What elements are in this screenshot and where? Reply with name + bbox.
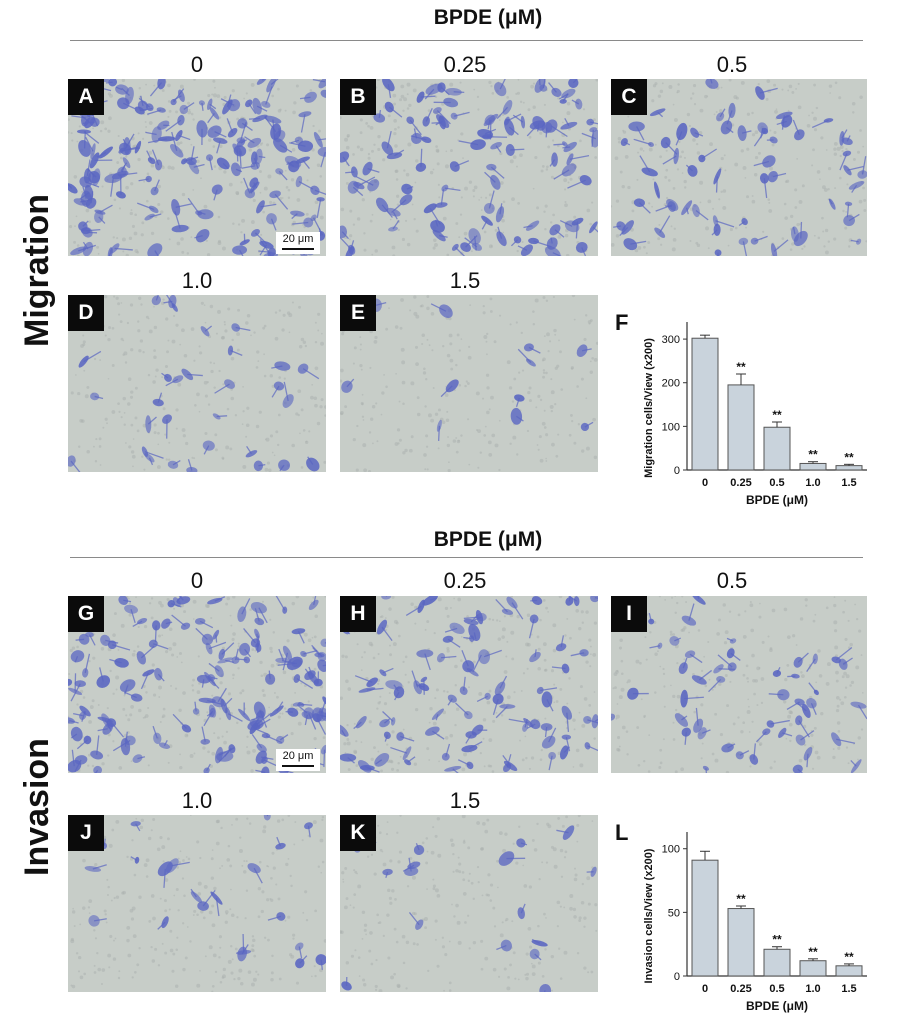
panel-letter-h: H bbox=[340, 596, 376, 632]
significance-label: ** bbox=[736, 892, 746, 906]
x-tick-label: 0 bbox=[702, 477, 708, 489]
bar bbox=[727, 908, 755, 977]
bar bbox=[727, 384, 755, 471]
conc-label-g: 0 bbox=[190, 568, 204, 593]
x-tick-label: 1.5 bbox=[841, 477, 856, 489]
panel-letter-g: G bbox=[68, 596, 104, 632]
micrograph-panel-e: E bbox=[340, 295, 598, 472]
x-tick-label: 1.0 bbox=[805, 983, 820, 995]
migration-bar-chart: 0 100 200 300 0 ** 0.25 ** 0.5 ** 1.0 ** 1.5 BPDE (μM… bbox=[643, 322, 867, 507]
chart-letter-f: F bbox=[615, 310, 629, 335]
micrograph-panel-d: D bbox=[68, 295, 326, 472]
panel-letter-c: C bbox=[611, 79, 647, 115]
conc-label-a: 0 bbox=[190, 52, 204, 77]
significance-label: ** bbox=[844, 950, 854, 964]
micrograph-panel-i: I bbox=[611, 596, 867, 773]
chart-letter-l: L bbox=[615, 820, 629, 845]
micrograph-panel-a: A 20 μm bbox=[68, 79, 326, 256]
conc-label-h: 0.25 bbox=[443, 568, 487, 593]
migration-section-label: Migration bbox=[18, 194, 56, 347]
micrograph-image bbox=[340, 596, 598, 773]
micrograph-image bbox=[68, 79, 326, 256]
x-tick-label: 0.5 bbox=[769, 477, 784, 489]
x-tick-label: 0.5 bbox=[769, 983, 784, 995]
y-axis-label: Migration cells/View (x200) bbox=[643, 338, 655, 478]
conc-label-i: 0.5 bbox=[716, 568, 748, 593]
invasion-bar-chart: 0 50 100 0 ** 0.25 ** 0.5 ** 1.0 ** 1.5 BPDE (μM) Inv… bbox=[643, 832, 867, 1013]
x-tick-label: 1.5 bbox=[841, 983, 856, 995]
bar bbox=[835, 465, 863, 471]
bar bbox=[691, 859, 719, 977]
significance-label: ** bbox=[808, 945, 818, 959]
bar bbox=[763, 426, 791, 471]
micrograph-panel-g: G 20 μm bbox=[68, 596, 326, 773]
panel-letter-e: E bbox=[340, 295, 376, 331]
migration-header-rule bbox=[70, 40, 863, 41]
x-axis-label: BPDE (μM) bbox=[746, 999, 808, 1013]
panel-letter-b: B bbox=[340, 79, 376, 115]
micrograph-image bbox=[340, 295, 598, 472]
y-tick-label: 0 bbox=[674, 971, 680, 983]
micrograph-image bbox=[68, 815, 326, 992]
invasion-section-label: Invasion bbox=[18, 738, 56, 876]
conc-label-c: 0.5 bbox=[716, 52, 748, 77]
migration-header: BPDE (μM) bbox=[433, 6, 543, 29]
scale-bar: 20 μm bbox=[276, 232, 320, 254]
significance-label: ** bbox=[772, 408, 782, 422]
x-tick-label: 1.0 bbox=[805, 477, 820, 489]
micrograph-panel-b: B bbox=[340, 79, 598, 256]
micrograph-panel-j: J bbox=[68, 815, 326, 992]
x-axis-label: BPDE (μM) bbox=[746, 493, 808, 507]
panel-letter-j: J bbox=[68, 815, 104, 851]
micrograph-image bbox=[68, 596, 326, 773]
significance-label: ** bbox=[772, 933, 782, 947]
panel-letter-a: A bbox=[68, 79, 104, 115]
conc-label-k: 1.5 bbox=[449, 788, 481, 813]
significance-label: ** bbox=[736, 360, 746, 374]
invasion-header-rule bbox=[70, 557, 863, 558]
micrograph-image bbox=[340, 815, 598, 992]
scale-bar: 20 μm bbox=[276, 749, 320, 771]
significance-label: ** bbox=[808, 448, 818, 462]
micrograph-image bbox=[68, 295, 326, 472]
panel-letter-k: K bbox=[340, 815, 376, 851]
micrograph-image bbox=[340, 79, 598, 256]
x-tick-label: 0 bbox=[702, 983, 708, 995]
y-tick-label: 0 bbox=[674, 465, 680, 477]
panel-letter-i: I bbox=[611, 596, 647, 632]
conc-label-j: 1.0 bbox=[181, 788, 213, 813]
panel-letter-d: D bbox=[68, 295, 104, 331]
y-axis-label: Invasion cells/View (x200) bbox=[643, 848, 655, 983]
micrograph-panel-c: C bbox=[611, 79, 867, 256]
y-tick-label: 300 bbox=[662, 334, 680, 346]
bar bbox=[799, 960, 827, 977]
bar bbox=[799, 462, 827, 471]
y-tick-label: 100 bbox=[662, 844, 680, 856]
x-tick-label: 0.25 bbox=[730, 983, 751, 995]
conc-label-e: 1.5 bbox=[449, 268, 481, 293]
micrograph-panel-k: K bbox=[340, 815, 598, 992]
significance-label: ** bbox=[844, 450, 854, 464]
bar bbox=[763, 948, 791, 977]
micrograph-image bbox=[611, 79, 867, 256]
invasion-header: BPDE (μM) bbox=[433, 528, 543, 551]
y-tick-label: 50 bbox=[668, 907, 680, 919]
x-tick-label: 0.25 bbox=[730, 477, 751, 489]
micrograph-panel-h: H bbox=[340, 596, 598, 773]
bar bbox=[691, 337, 719, 471]
micrograph-image bbox=[611, 596, 867, 773]
y-tick-label: 100 bbox=[662, 421, 680, 433]
bar bbox=[835, 965, 863, 977]
y-tick-label: 200 bbox=[662, 378, 680, 390]
conc-label-d: 1.0 bbox=[181, 268, 213, 293]
conc-label-b: 0.25 bbox=[443, 52, 487, 77]
